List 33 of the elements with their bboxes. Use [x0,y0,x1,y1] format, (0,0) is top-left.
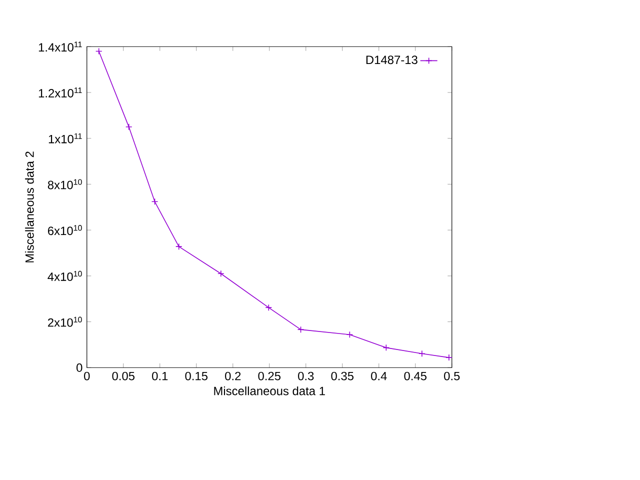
y-tick-label: 1.2x10$^{11}$ [38,88,82,98]
point [382,344,390,352]
x-tick-label: 0.4 [371,372,387,380]
x-tick-label: 0.15 [185,372,208,380]
point [446,354,452,361]
y-tick-label: 4x10$^{10}$ [48,270,82,281]
x-tick-label: 0.1 [152,372,168,380]
point [95,48,102,55]
x-tick-label: 0.2 [225,372,241,380]
point [175,243,182,250]
y-tick-label: 8x10$^{10}$ [48,179,82,190]
y-tick-label: 1.4x10$^{11}$ [38,42,82,52]
y-tick-label: 6x10$^{10}$ [48,225,82,236]
point [125,123,132,130]
x-tick-label: 0.35 [331,372,354,380]
x-tick-label: 0.3 [298,372,314,380]
x-tick-label: 0 [84,372,90,380]
point [297,326,304,333]
point [346,331,354,338]
y-tick-label: 1x10$^{11}$ [48,133,82,144]
point [418,350,426,358]
point [151,198,158,206]
y-tick-label: 0 [76,363,82,372]
x-tick-label: 0.05 [112,372,134,380]
x-axis-title: Miscellaneous data 1 [214,386,325,396]
point [265,304,272,311]
x-tick-label: 0.45 [404,372,426,380]
legend-label: D1487-13 [366,56,418,64]
point [218,270,224,278]
y-tick-label: 2x10$^{10}$ [48,316,82,327]
x-tick-label: 0.25 [258,372,280,380]
x-tick-label: 0.5 [444,372,460,380]
y-axis-title: Miscellaneous data 2 [25,152,34,262]
